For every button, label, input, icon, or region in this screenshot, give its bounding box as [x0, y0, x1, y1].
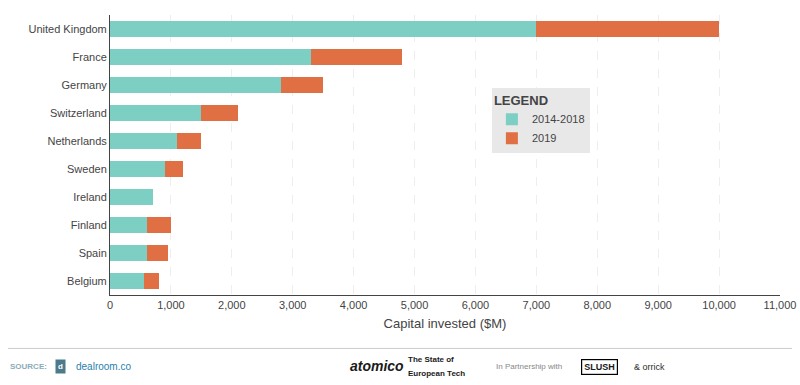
svg-text:Ireland: Ireland — [73, 191, 107, 203]
svg-text:0: 0 — [107, 299, 113, 311]
svg-text:1,000: 1,000 — [157, 299, 185, 311]
svg-text:atomico: atomico — [350, 358, 404, 374]
svg-text:3,000: 3,000 — [279, 299, 307, 311]
svg-text:France: France — [73, 51, 107, 63]
svg-text:European Tech: European Tech — [408, 369, 465, 378]
svg-text:2014-2018: 2014-2018 — [532, 113, 585, 125]
svg-text:d: d — [58, 362, 63, 371]
svg-text:8,000: 8,000 — [584, 299, 612, 311]
svg-text:SOURCE:: SOURCE: — [10, 362, 47, 371]
svg-text:Finland: Finland — [71, 219, 107, 231]
svg-text:Spain: Spain — [79, 247, 107, 259]
svg-text:2019: 2019 — [532, 132, 556, 144]
svg-text:9,000: 9,000 — [644, 299, 672, 311]
svg-text:6,000: 6,000 — [462, 299, 490, 311]
svg-text:SLUSH: SLUSH — [584, 362, 615, 372]
svg-text:4,000: 4,000 — [340, 299, 368, 311]
svg-text:Germany: Germany — [62, 79, 108, 91]
svg-text:United Kingdom: United Kingdom — [29, 23, 107, 35]
svg-text:5,000: 5,000 — [401, 299, 429, 311]
svg-text:2,000: 2,000 — [218, 299, 246, 311]
svg-text:The State of: The State of — [408, 355, 454, 364]
svg-text:10,000: 10,000 — [702, 299, 736, 311]
svg-text:LEGEND: LEGEND — [494, 93, 548, 108]
svg-text:In Partnership with: In Partnership with — [496, 362, 562, 371]
svg-text:& orrick: & orrick — [634, 362, 665, 372]
svg-text:11,000: 11,000 — [764, 299, 797, 311]
svg-text:Belgium: Belgium — [67, 275, 107, 287]
svg-text:Netherlands: Netherlands — [47, 135, 107, 147]
svg-text:dealroom.co: dealroom.co — [76, 361, 131, 372]
svg-text:7,000: 7,000 — [523, 299, 551, 311]
svg-text:Sweden: Sweden — [67, 163, 107, 175]
svg-text:Capital invested ($M): Capital invested ($M) — [384, 316, 507, 331]
svg-text:Switzerland: Switzerland — [50, 107, 107, 119]
